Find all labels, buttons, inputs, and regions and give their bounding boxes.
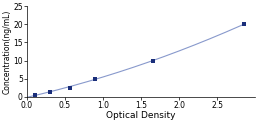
X-axis label: Optical Density: Optical Density bbox=[106, 111, 176, 120]
Y-axis label: Concentration(ng/mL): Concentration(ng/mL) bbox=[3, 9, 12, 94]
